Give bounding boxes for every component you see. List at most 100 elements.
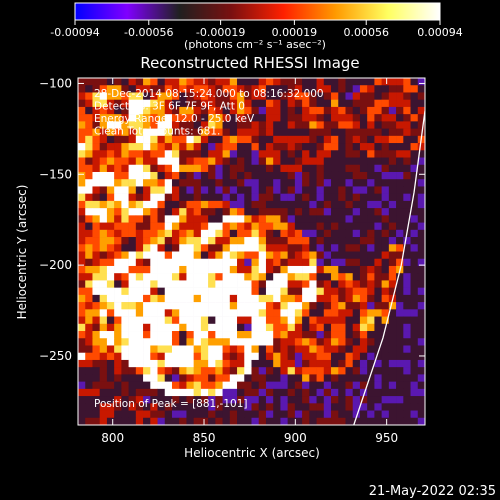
heatmap-cell [309,208,317,216]
heatmap-cell [114,381,122,390]
heatmap-cell [388,381,397,390]
heatmap-cell [157,374,166,382]
heatmap-cell [273,331,281,339]
heatmap-cell [143,143,151,151]
heatmap-cell [258,331,267,339]
heatmap-cell [367,367,375,375]
heatmap-cell [287,200,296,209]
heatmap-cell [186,78,194,86]
heatmap-cell [396,338,404,346]
heatmap-cell [410,338,419,346]
heatmap-cell [244,143,252,151]
heatmap-cell [316,309,325,317]
heatmap-cell [85,150,93,158]
heatmap-cell [135,251,144,260]
heatmap-cell [215,287,223,296]
heatmap-cell [338,367,346,375]
heatmap-cell [388,331,397,339]
heatmap-cell [143,237,151,245]
heatmap-cell [171,417,180,425]
heatmap-cell [302,128,310,137]
heatmap-cell [331,410,339,419]
heatmap-cell [92,265,100,274]
heatmap-cell [229,143,238,151]
heatmap-cell [229,359,238,368]
heatmap-cell [106,78,115,86]
heatmap-cell [179,78,187,86]
heatmap-cell [251,273,260,281]
heatmap-cell [258,265,267,274]
heatmap-cell [229,222,238,231]
heatmap-cell [171,114,180,122]
heatmap-cell [85,396,93,404]
heatmap-cell [99,273,108,281]
heatmap-cell [208,388,216,397]
heatmap-cell [302,157,310,166]
heatmap-cell [323,374,332,382]
heatmap-cell [78,121,86,129]
heatmap-cell [345,237,354,245]
heatmap-cell [258,179,267,187]
heatmap-cell [367,78,375,86]
heatmap-cell [114,135,122,144]
heatmap-cell [92,309,100,317]
heatmap-cell [359,85,368,93]
heatmap-cell [237,345,245,354]
heatmap-cell [374,150,382,158]
heatmap-cell [251,287,260,296]
heatmap-cell [251,143,260,151]
heatmap-cell [92,417,100,425]
heatmap-cell [265,280,274,288]
heatmap-cell [323,265,332,274]
heatmap-cell [237,302,245,310]
heatmap-cell [367,396,375,404]
heatmap-cell [323,157,332,166]
heatmap-cell [143,367,151,375]
heatmap-cell [143,352,151,361]
heatmap-cell [171,143,180,151]
heatmap-cell [265,258,274,267]
heatmap-cell [316,215,325,223]
heatmap-cell [374,229,382,238]
heatmap-cell [222,352,231,361]
heatmap-cell [106,229,115,238]
heatmap-cell [200,78,209,86]
heatmap-cell [200,302,209,310]
heatmap-cell [99,316,108,325]
heatmap-cell [78,381,86,390]
heatmap-cell [186,106,194,115]
heatmap-cell [143,85,151,93]
heatmap-cell [302,265,310,274]
heatmap-cell [150,396,158,404]
heatmap-cell [222,359,231,368]
heatmap-cell [316,396,325,404]
heatmap-cell [287,157,296,166]
heatmap-cell [164,193,173,202]
heatmap-cell [164,157,173,166]
heatmap-cell [150,150,158,158]
heatmap-cell [396,302,404,310]
heatmap-cell [294,367,303,375]
heatmap-cell [208,128,216,137]
heatmap-cell [85,135,93,144]
heatmap-cell [403,403,411,411]
heatmap-cell [244,99,252,108]
heatmap-cell [388,179,397,187]
heatmap-cell [359,121,368,129]
heatmap-cell [222,171,231,180]
heatmap-cell [316,316,325,325]
axis-ticks: 800 850 900 950−100−150−200−250 [39,76,425,445]
heatmap-cell [208,244,216,252]
heatmap-cell [280,143,288,151]
heatmap-cell [316,417,325,425]
heatmap-cell [273,388,281,397]
heatmap-cell [157,381,166,390]
heatmap-cell [309,381,317,390]
heatmap-cell [273,164,281,173]
heatmap-cell [114,171,122,180]
heatmap-cell [331,99,339,108]
heatmap-cell [244,135,252,144]
heatmap-cell [99,215,108,223]
heatmap-cell [128,121,137,129]
heatmap-cell [417,186,425,194]
